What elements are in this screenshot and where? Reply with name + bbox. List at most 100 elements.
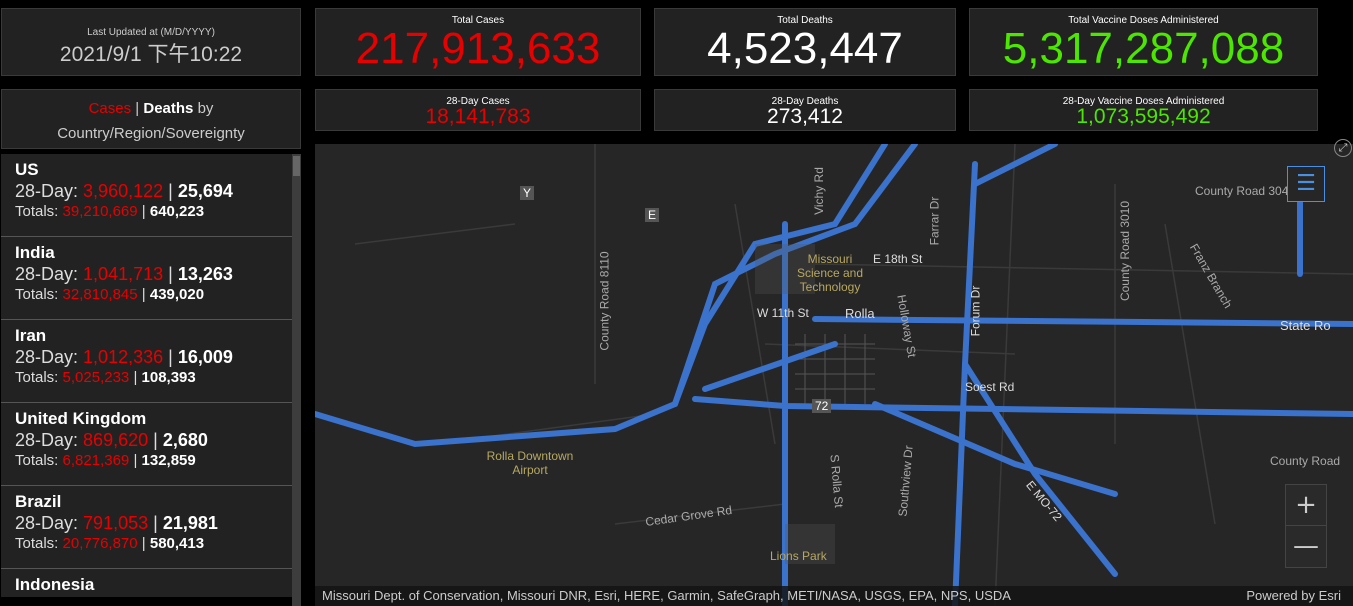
day28-deaths: 21,981 [162, 513, 218, 533]
separator: | [133, 369, 138, 386]
separator: | [168, 347, 173, 367]
map-label: Vichy Rd [811, 167, 826, 215]
list-header: Cases | Deaths by Country/Region/Soverei… [1, 89, 301, 149]
map-label: E 18th St [873, 252, 923, 266]
total-deaths: 580,413 [149, 535, 205, 552]
total-vaccines-value: 5,317,287,088 [1002, 24, 1285, 73]
country-name: US [15, 160, 39, 179]
last-updated-value: 2021/9/1 下午10:22 [59, 43, 243, 66]
last-updated-panel: Last Updated at (M/D/YYYY) 2021/9/1 下午10… [1, 8, 301, 76]
last-updated-label: Last Updated at (M/D/YYYY) [87, 27, 215, 38]
total-deaths-value: 4,523,447 [707, 24, 903, 73]
totals-label: Totals: [15, 535, 59, 552]
map-label: County Road 3040 [1195, 184, 1296, 198]
country-item[interactable]: United Kingdom 28-Day: 869,620 | 2,680 To… [1, 403, 292, 486]
country-item[interactable]: Iran 28-Day: 1,012,336 | 16,009 Totals: 5… [1, 320, 292, 403]
map[interactable]: Missouri Science and Technology Rolla W … [315, 144, 1353, 606]
by-text: by [197, 100, 214, 117]
map-label: State Ro [1280, 318, 1331, 333]
powered-by-esri[interactable]: Powered by Esri [1246, 588, 1341, 603]
legend-list-button[interactable]: ☰ [1287, 166, 1325, 202]
day28-deaths: 13,263 [177, 264, 233, 284]
country-list[interactable]: US 28-Day: 3,960,122 | 25,694 Totals: 39,… [1, 154, 292, 597]
map-label: Missouri Science and Technology [796, 252, 864, 294]
totals-label: Totals: [15, 452, 59, 469]
route-shield: Y [520, 186, 535, 200]
country-name: Indonesia [15, 575, 95, 594]
total-cases: 5,025,233 [62, 369, 130, 386]
separator: | [141, 286, 146, 303]
list-subtitle: Country/Region/Sovereignty [57, 125, 245, 142]
route-shield: 72 [812, 399, 832, 413]
separator: | [135, 100, 140, 117]
total-vaccines-panel: Total Vaccine Doses Administered 5,317,2… [969, 8, 1318, 76]
map-label: Lions Park [770, 549, 827, 563]
day28-label: 28-Day: [15, 430, 79, 450]
scrollbar[interactable] [292, 154, 301, 606]
day28-label: 28-Day: [15, 513, 79, 533]
scrollbar-thumb[interactable] [293, 156, 300, 176]
total-deaths-panel: Total Deaths 4,523,447 [654, 8, 956, 76]
map-label: County Road 8110 [597, 251, 612, 351]
country-item[interactable]: Indonesia [1, 569, 292, 597]
separator: | [153, 513, 158, 533]
country-item[interactable]: India 28-Day: 1,041,713 | 13,263 Totals: … [1, 237, 292, 320]
country-name: India [15, 243, 55, 262]
map-label: Rolla [845, 306, 875, 321]
day28-vaccines-label: 28-Day Vaccine Doses Administered [1062, 96, 1225, 107]
total-cases-value: 217,913,633 [355, 24, 601, 73]
day28-cases-value: 18,141,783 [425, 105, 531, 128]
day28-cases: 791,053 [83, 513, 149, 533]
total-vaccines-label: Total Vaccine Doses Administered [1068, 15, 1219, 26]
separator: | [141, 535, 146, 552]
totals-label: Totals: [15, 203, 59, 220]
day28-cases-label: 28-Day Cases [446, 96, 510, 107]
day28-deaths: 25,694 [177, 181, 233, 201]
totals-label: Totals: [15, 286, 59, 303]
map-label: Forum Dr [968, 285, 983, 337]
map-label: Rolla Downtown Airport [486, 449, 574, 477]
separator: | [153, 430, 158, 450]
cases-tab[interactable]: Cases [88, 100, 132, 117]
map-label: Farrar Dr [927, 196, 942, 246]
map-label: Soest Rd [965, 380, 1015, 394]
country-name: Iran [15, 326, 47, 345]
route-shield: E [645, 208, 660, 222]
totals-label: Totals: [15, 369, 59, 386]
total-cases-label: Total Cases [451, 15, 505, 26]
map-label: County Road [1270, 454, 1341, 468]
day28-label: 28-Day: [15, 264, 79, 284]
separator: | [168, 181, 173, 201]
map-attribution: Missouri Dept. of Conservation, Missouri… [315, 586, 1353, 606]
day28-cases: 3,960,122 [83, 181, 164, 201]
total-cases-panel: Total Cases 217,913,633 [315, 8, 641, 76]
country-item[interactable]: Brazil 28-Day: 791,053 | 21,981 Totals: 2… [1, 486, 292, 569]
country-item[interactable]: US 28-Day: 3,960,122 | 25,694 Totals: 39,… [1, 154, 292, 237]
total-deaths: 108,393 [141, 369, 196, 386]
country-name: United Kingdom [15, 409, 147, 428]
total-cases: 20,776,870 [62, 535, 138, 552]
map-label: County Road 3010 [1118, 200, 1133, 302]
separator: | [168, 264, 173, 284]
day28-cases: 869,620 [83, 430, 149, 450]
fullscreen-button[interactable]: ⤢ [1334, 139, 1352, 157]
day28-cases-panel: 28-Day Cases 18,141,783 [315, 89, 641, 131]
total-deaths: 640,223 [149, 203, 205, 220]
zoom-in-button[interactable]: + [1286, 485, 1326, 526]
deaths-tab[interactable]: Deaths [143, 100, 194, 117]
total-deaths-label: Total Deaths [777, 15, 833, 26]
day28-label: 28-Day: [15, 347, 79, 367]
day28-cases: 1,041,713 [83, 264, 164, 284]
day28-vaccines-panel: 28-Day Vaccine Doses Administered 1,073,… [969, 89, 1318, 131]
day28-deaths: 16,009 [177, 347, 233, 367]
zoom-out-button[interactable]: — [1293, 531, 1319, 561]
zoom-controls: + — [1285, 484, 1327, 568]
total-deaths: 439,020 [149, 286, 205, 303]
day28-deaths: 2,680 [162, 430, 208, 450]
country-name: Brazil [15, 492, 62, 511]
day28-deaths-value: 273,412 [767, 105, 843, 128]
day28-deaths-label: 28-Day Deaths [771, 96, 839, 107]
day28-deaths-panel: 28-Day Deaths 273,412 [654, 89, 956, 131]
total-deaths: 132,859 [141, 452, 196, 469]
list-icon: ☰ [1296, 171, 1316, 196]
